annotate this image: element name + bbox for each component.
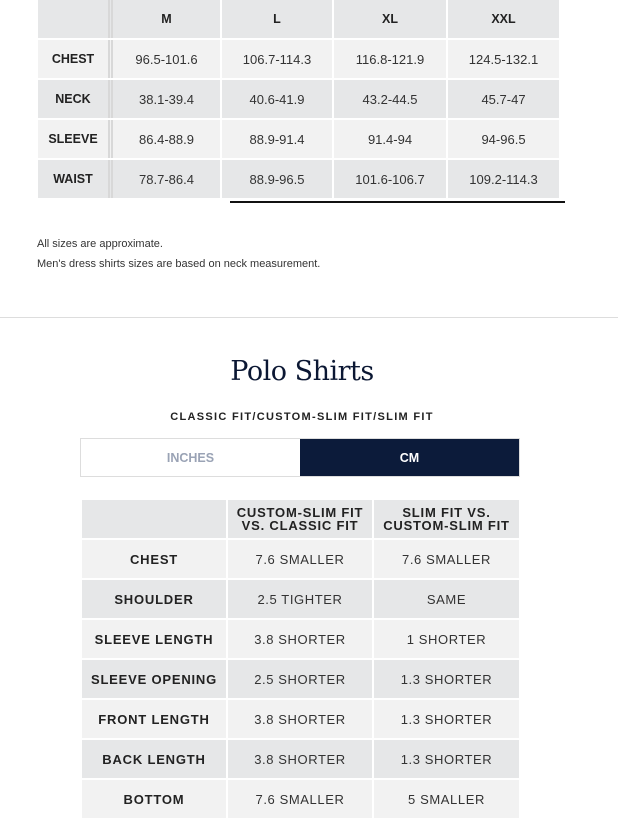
section-subtitle: CLASSIC FIT/CUSTOM-SLIM FIT/SLIM FIT [170, 411, 434, 423]
table-cell: 38.1-39.4 [113, 80, 220, 118]
table-cell: 43.2-44.5 [334, 80, 446, 118]
table-cell: 1.3 SHORTER [374, 660, 519, 698]
table-cell: 96.5-101.6 [113, 40, 220, 78]
table-cell: 3.8 SHORTER [228, 700, 372, 738]
row-label: SHOULDER [82, 580, 226, 618]
table-row: FRONT LENGTH 3.8 SHORTER 1.3 SHORTER [82, 700, 519, 740]
table-row: CHEST 96.5-101.6 106.7-114.3 116.8-121.9… [38, 40, 565, 80]
row-label: FRONT LENGTH [82, 700, 226, 738]
table-row: BOTTOM 7.6 SMALLER 5 SMALLER [82, 780, 519, 820]
table-cell: 3.8 SHORTER [228, 620, 372, 658]
header-cell-m: M [113, 0, 220, 38]
table-cell: 1 SHORTER [374, 620, 519, 658]
table-cell: 109.2-114.3 [448, 160, 559, 198]
row-label: NECK [38, 80, 113, 118]
unit-cm-button[interactable]: CM [300, 439, 519, 476]
table-cell: 45.7-47 [448, 80, 559, 118]
table-cell: 91.4-94 [334, 120, 446, 158]
unit-toggle: INCHES CM [80, 438, 520, 477]
table-row: SHOULDER 2.5 TIGHTER SAME [82, 580, 519, 620]
section-title: Polo Shirts [230, 356, 374, 387]
table-cell: 78.7-86.4 [113, 160, 220, 198]
size-notes: All sizes are approximate. Men's dress s… [37, 234, 320, 274]
table-cell: 1.3 SHORTER [374, 700, 519, 738]
header-cell-xxl: XXL [448, 0, 559, 38]
header-cell [38, 0, 113, 38]
table-cell: 40.6-41.9 [222, 80, 332, 118]
table-row: WAIST 78.7-86.4 88.9-96.5 101.6-106.7 10… [38, 160, 565, 200]
table-cell: 124.5-132.1 [448, 40, 559, 78]
size-table: M L XL XXL CHEST 96.5-101.6 106.7-114.3 … [38, 0, 565, 200]
table-cell: 101.6-106.7 [334, 160, 446, 198]
table-row: SLEEVE LENGTH 3.8 SHORTER 1 SHORTER [82, 620, 519, 660]
header-cell-xl: XL [334, 0, 446, 38]
row-label: CHEST [82, 540, 226, 578]
fit-comparison-table: CUSTOM-SLIM FIT VS. CLASSIC FIT SLIM FIT… [82, 500, 519, 820]
header-cell-custom-vs-classic: CUSTOM-SLIM FIT VS. CLASSIC FIT [228, 500, 372, 538]
table-cell: 94-96.5 [448, 120, 559, 158]
unit-inches-button[interactable]: INCHES [81, 439, 300, 476]
table-cell: 1.3 SHORTER [374, 740, 519, 778]
table-cell: SAME [374, 580, 519, 618]
header-cell-slim-vs-custom: SLIM FIT VS. CUSTOM-SLIM FIT [374, 500, 519, 538]
table-cell: 7.6 SMALLER [374, 540, 519, 578]
table-cell: 88.9-91.4 [222, 120, 332, 158]
row-label: SLEEVE OPENING [82, 660, 226, 698]
size-table-header: M L XL XXL [38, 0, 565, 40]
header-cell-l: L [222, 0, 332, 38]
table-row: BACK LENGTH 3.8 SHORTER 1.3 SHORTER [82, 740, 519, 780]
table-row: CHEST 7.6 SMALLER 7.6 SMALLER [82, 540, 519, 580]
scroll-indicator [230, 201, 565, 203]
row-label: BOTTOM [82, 780, 226, 818]
row-label: CHEST [38, 40, 113, 78]
fit-table-header: CUSTOM-SLIM FIT VS. CLASSIC FIT SLIM FIT… [82, 500, 519, 540]
table-cell: 2.5 TIGHTER [228, 580, 372, 618]
row-label: SLEEVE LENGTH [82, 620, 226, 658]
table-row: NECK 38.1-39.4 40.6-41.9 43.2-44.5 45.7-… [38, 80, 565, 120]
row-label: SLEEVE [38, 120, 113, 158]
header-cell [82, 500, 226, 538]
table-cell: 3.8 SHORTER [228, 740, 372, 778]
row-label: WAIST [38, 160, 113, 198]
table-cell: 88.9-96.5 [222, 160, 332, 198]
note-approximate: All sizes are approximate. [37, 238, 163, 250]
table-row: SLEEVE 86.4-88.9 88.9-91.4 91.4-94 94-96… [38, 120, 565, 160]
note-neck-measurement: Men's dress shirts sizes are based on ne… [37, 258, 321, 270]
table-cell: 2.5 SHORTER [228, 660, 372, 698]
table-cell: 7.6 SMALLER [228, 780, 372, 818]
table-row: SLEEVE OPENING 2.5 SHORTER 1.3 SHORTER [82, 660, 519, 700]
table-cell: 7.6 SMALLER [228, 540, 372, 578]
table-cell: 86.4-88.9 [113, 120, 220, 158]
table-cell: 5 SMALLER [374, 780, 519, 818]
row-label: BACK LENGTH [82, 740, 226, 778]
table-cell: 116.8-121.9 [334, 40, 446, 78]
section-divider [0, 317, 618, 318]
table-cell: 106.7-114.3 [222, 40, 332, 78]
